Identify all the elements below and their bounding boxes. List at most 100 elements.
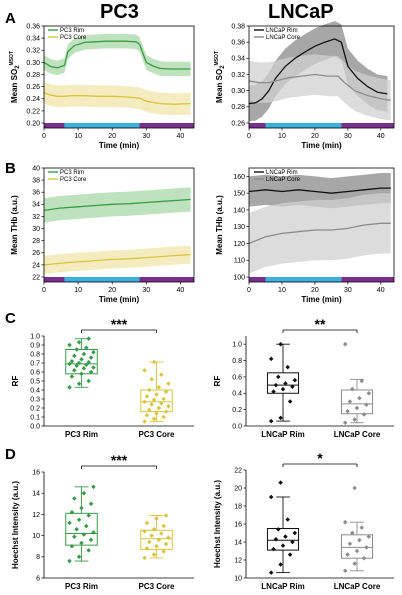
legend-label-1: PC3 Core [60,35,87,41]
y-tick-label-3: 12 [32,512,40,519]
x-tick-label-2: 20 [108,287,116,294]
data-point [67,558,72,564]
data-point [76,340,82,345]
y-tick-label-2: 14 [234,539,242,546]
data-point [366,534,372,539]
data-point [142,399,147,404]
phase-bar-0 [249,123,266,128]
y-tick-label-1: 110 [234,258,245,265]
y-tick-label-1: 12 [234,557,242,564]
significance-stars: *** [111,452,128,468]
data-point [287,552,293,557]
x-tick-label-1: 10 [278,287,286,294]
legend-label-1: LNCaP Core [266,177,301,183]
data-point [84,523,89,529]
data-point [345,552,350,557]
y-axis-label: Hoechst Intensity (a.u.) [213,480,222,568]
y-tick-label-4: 30 [32,226,40,233]
x-tick-label-0: 0 [247,287,251,294]
data-point [67,520,72,526]
x-tick-label-4: 40 [176,287,184,294]
y-tick-label-0: 100 [233,274,245,281]
chart-a-lncap: 0.26 0.28 0.30 0.32 0.34 0.36 0.38 0 10 20 30 40 Tim… [214,21,395,150]
y-tick-label-1: 24 [32,262,40,269]
y-tick-label-5: 20 [234,485,242,492]
data-point [88,355,94,360]
data-point [69,543,75,549]
y-tick-label-2: 10 [32,533,40,540]
data-point [154,543,159,549]
data-point [144,520,150,526]
chart-d-lncap: 10 12 14 16 18 20 22 Hoechst Intensity (a.u.) LN… [213,450,394,591]
category-label-1: LNCaP Core [334,582,381,591]
category-label-0: LNCaP Rim [261,430,304,439]
charts: 0.200.220.240.260.280.300.320.340.360 10 2… [9,21,395,591]
y-tick-label-0: 22 [32,274,40,281]
x-tick-label-0: 0 [42,287,46,294]
x-tick-label-4: 40 [377,133,385,140]
data-point [292,530,298,536]
legend-label-0: PC3 Rim [60,28,84,34]
data-point [151,416,157,422]
phase-bar-1 [64,123,140,128]
y-tick-label-2: 26 [32,250,40,257]
data-point [364,545,369,550]
x-tick-label-0: 0 [42,133,46,140]
y-tick-label-5: 16 [32,469,40,476]
data-point [76,554,82,560]
series-line-1 [248,73,391,102]
box-1 [140,529,173,550]
y-tick-label-3: 0.32 [231,72,245,79]
data-point [352,417,357,422]
data-point [72,367,77,373]
chart-b-lncap: 100 110 120 130 140 150 160 0 10 20 30 40 Time (min)… [215,167,395,304]
x-tick-label-3: 30 [344,133,352,140]
x-axis-label: Time (min) [99,295,140,304]
y-tick-label-7: 0.34 [26,36,40,43]
data-point [74,347,79,352]
chart-b-pc3: 22 24 26 28 30 32 34 36 38 40 0 10 20 30 40 Time (min) M… [10,165,195,304]
title-lncap: LNCaP [268,1,334,23]
data-point [161,549,166,554]
panel-label-b: B [5,160,16,177]
data-point [142,367,147,373]
data-point [91,484,96,490]
data-point [142,555,147,561]
series-line-0 [43,198,191,212]
y-tick-label-4: 18 [234,503,242,510]
category-label-0: LNCaP Rim [261,582,304,591]
data-point [76,517,82,522]
data-point [268,356,274,362]
data-point [280,386,286,392]
panel-label-c: C [5,310,16,327]
data-point [149,402,154,407]
data-point [74,526,79,532]
data-point [154,516,159,521]
phase-bar-0 [44,277,65,282]
data-point [144,412,150,418]
data-point [342,341,348,347]
y-tick-label-4: 140 [233,207,245,214]
data-point [159,372,164,377]
data-point [273,382,279,388]
x-tick-label-4: 40 [377,287,385,294]
data-point [342,568,348,574]
data-point [86,378,91,384]
legend-label-0: PC3 Rim [60,170,84,176]
data-point [359,525,364,530]
data-point [342,420,348,425]
data-point [357,537,362,543]
data-point [81,532,87,537]
series-line-0 [248,187,391,194]
data-point [273,537,279,542]
data-point [345,408,350,414]
y-tick-label-2: 0.4 [232,391,242,398]
category-label-1: PC3 Core [138,430,175,439]
y-axis-label: RF [213,376,222,387]
y-tick-label-5: 0.5 [30,378,40,385]
phase-bar-2 [139,123,194,128]
error-band-1 [44,81,191,116]
data-point [276,527,281,532]
data-point [364,402,369,408]
